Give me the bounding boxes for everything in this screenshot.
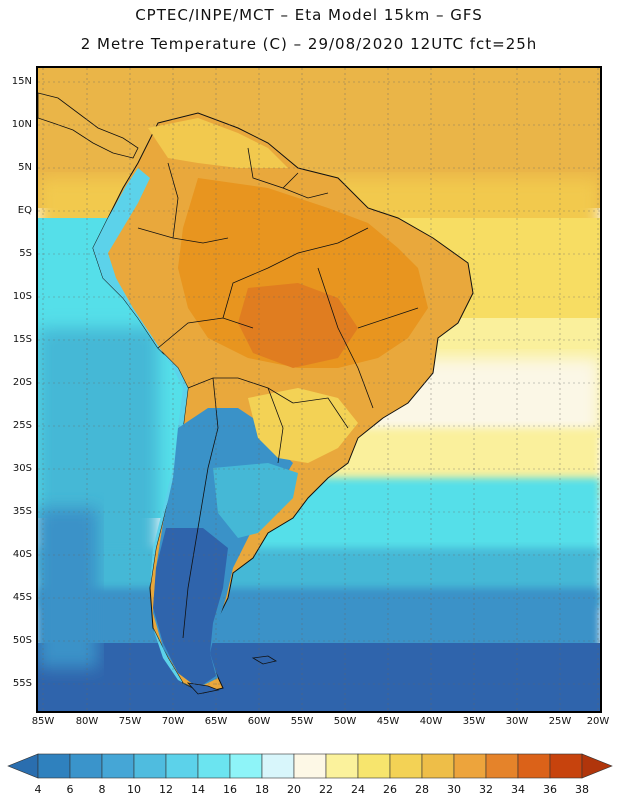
colorbar-tick-label: 32 [479,783,493,796]
colorbar-tick-label: 24 [351,783,365,796]
temperature-map [38,68,600,711]
lat-label: 20S [12,377,32,388]
colorbar-swatch [357,753,391,779]
lat-label: EQ [17,205,32,216]
lat-label: 50S [12,635,32,646]
colorbar-arrow-high [581,753,613,779]
caribbean-coast-yellow [148,118,288,168]
colorbar-swatch [165,753,199,779]
pampas-blue [213,463,298,538]
lon-label: 80W [75,716,99,727]
colorbar-swatch [549,753,583,779]
lon-label: 75W [118,716,142,727]
colorbar-tick-label: 30 [447,783,461,796]
colorbar-tick-label: 38 [575,783,589,796]
colorbar-tick-label: 36 [543,783,557,796]
lon-label: 30W [505,716,529,727]
colorbar [7,753,613,779]
lat-label: 5N [18,162,32,173]
colorbar-swatch [325,753,359,779]
lat-label: 35S [12,506,32,517]
colorbar-tick-label: 28 [415,783,429,796]
colorbar-tick-label: 18 [255,783,269,796]
colorbar-swatch [517,753,551,779]
lat-label: 15N [11,76,32,87]
map-frame [36,66,602,713]
colorbar-arrow-low [7,753,39,779]
colorbar-swatch [133,753,167,779]
colorbar-tick-label: 22 [319,783,333,796]
lat-label: 10S [12,291,32,302]
central-brazil-hot [238,283,358,368]
colorbar-tick-label: 10 [127,783,141,796]
colorbar-swatch [261,753,295,779]
colorbar-tick-label: 14 [191,783,205,796]
colorbar-tick-label: 34 [511,783,525,796]
lon-label: 25W [548,716,572,727]
colorbar-swatch [485,753,519,779]
lat-label: 30S [12,463,32,474]
patagonia [153,528,228,688]
lon-label: 70W [161,716,185,727]
colorbar-tick-label: 26 [383,783,397,796]
colorbar-tick-label: 16 [223,783,237,796]
central-america [38,92,139,159]
lat-label: 10N [11,119,32,130]
colorbar-swatch [229,753,263,779]
colorbar-swatch [101,753,135,779]
lon-label: 45W [376,716,400,727]
south-america-landmass [92,112,474,695]
lat-label: 15S [12,334,32,345]
colorbar-tick-label: 6 [66,783,74,796]
lat-label: 5S [19,248,32,259]
ocean-band-dark-blue [38,643,600,711]
lon-label: 40W [419,716,443,727]
lon-label: 65W [204,716,228,727]
country-borders [137,147,419,639]
map-title-line1: CPTEC/INPE/MCT – Eta Model 15km – GFS [135,6,483,24]
lon-label: 60W [247,716,271,727]
colorbar-tick-label: 12 [159,783,173,796]
lon-label: 35W [462,716,486,727]
colorbar-swatch [293,753,327,779]
colorbar-swatch [197,753,231,779]
colorbar-swatch [69,753,103,779]
graticule [38,68,600,711]
colorbar-swatch [37,753,71,779]
lat-label: 45S [12,592,32,603]
map-title-line2: 2 Metre Temperature (C) – 29/08/2020 12U… [80,35,538,53]
lat-label: 25S [12,420,32,431]
lon-label: 20W [586,716,610,727]
lon-label: 55W [290,716,314,727]
lat-label: 55S [12,678,32,689]
colorbar-tick-label: 8 [98,783,106,796]
lat-label: 40S [12,549,32,560]
ocean-band-dark-blue-w [38,508,98,668]
tierra-del-fuego [186,682,220,695]
colorbar-tick-label: 4 [34,783,42,796]
lon-label: 50W [333,716,357,727]
lon-label: 85W [31,716,55,727]
south-brazil-cool [248,388,358,463]
colorbar-swatch [421,753,455,779]
colorbar-tick-label: 20 [287,783,301,796]
colorbar-swatch [389,753,423,779]
colorbar-swatch [453,753,487,779]
